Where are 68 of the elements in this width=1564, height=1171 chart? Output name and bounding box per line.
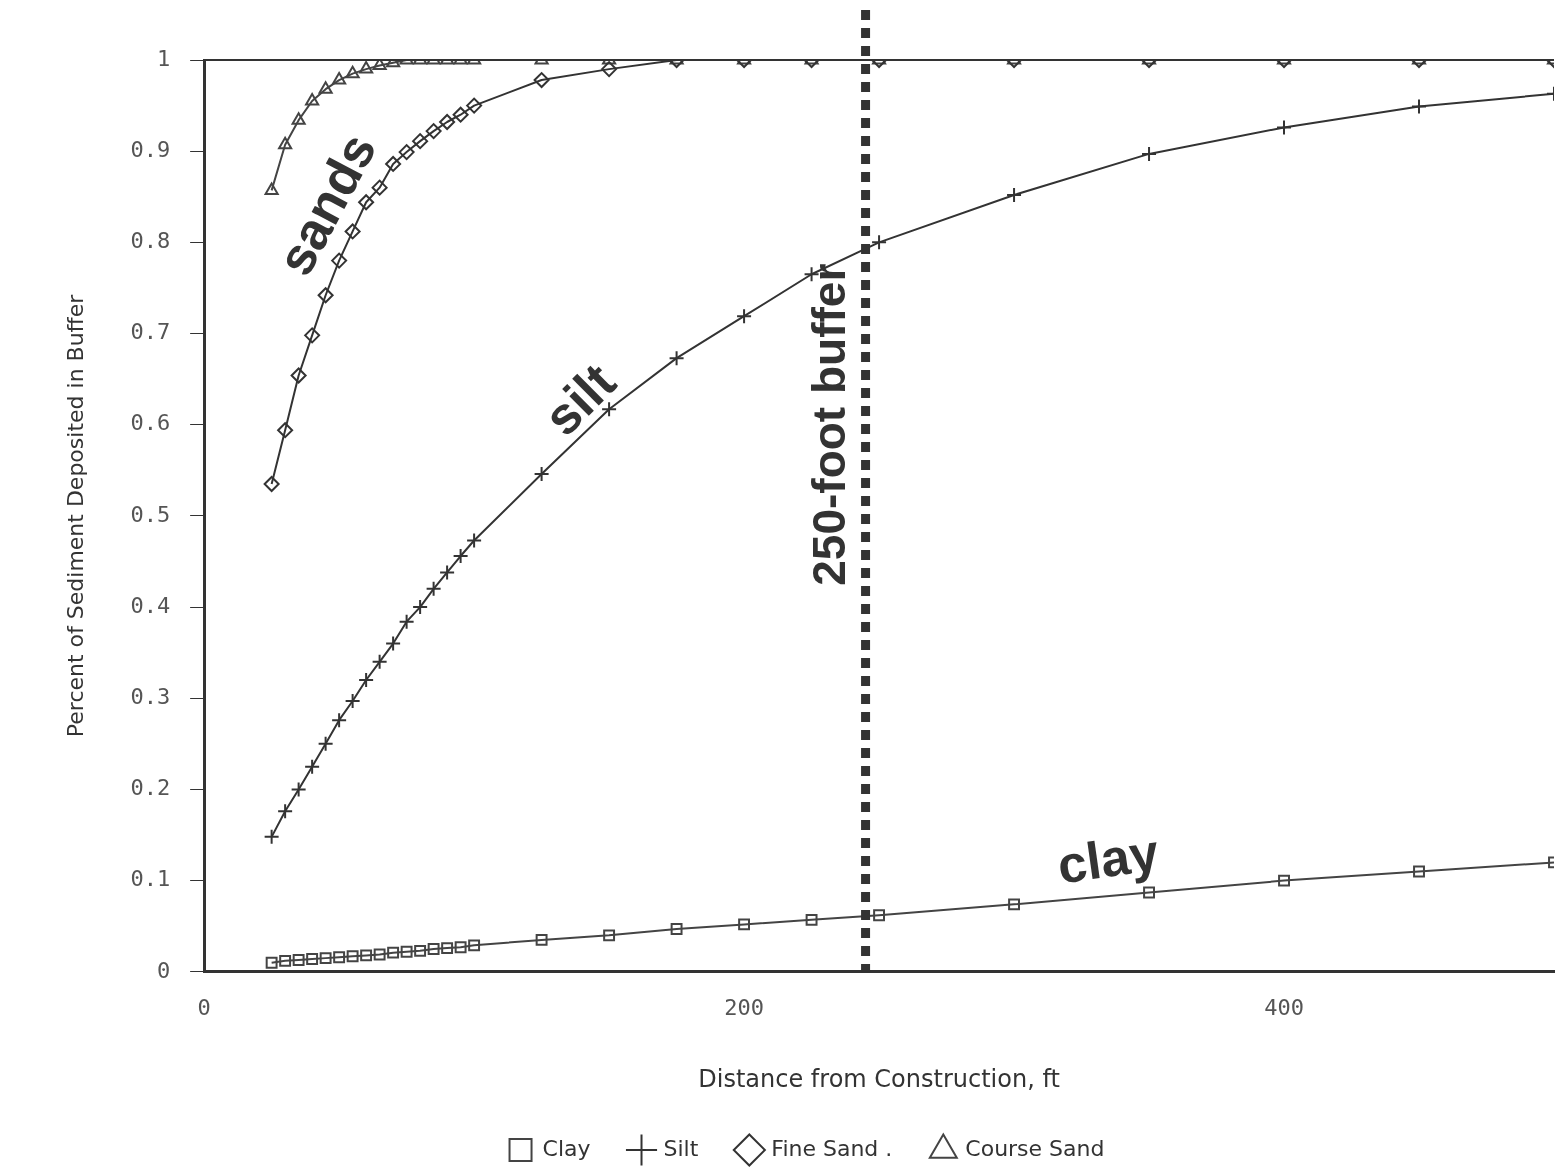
point <box>290 367 307 384</box>
point <box>736 308 753 325</box>
point <box>414 944 427 957</box>
x-axis-title: Distance from Construction, ft <box>698 1064 1060 1093</box>
point <box>373 948 386 961</box>
point <box>535 933 548 946</box>
y-tick-label: 0.9 <box>130 136 171 162</box>
point <box>439 564 456 581</box>
point <box>425 580 442 597</box>
point <box>668 350 685 367</box>
y-tick-label: 0 <box>156 957 171 983</box>
point <box>333 951 346 964</box>
y-tick-label: 0.8 <box>130 228 171 254</box>
x-tick-label: 400 <box>1264 994 1304 1020</box>
point <box>1413 865 1425 878</box>
ref-line-label: 250-foot buffer <box>803 263 856 586</box>
point <box>279 954 292 967</box>
point <box>277 422 294 439</box>
y-tick-label: 0.2 <box>130 775 171 801</box>
y-tick-label: 1 <box>156 45 171 71</box>
point <box>360 949 373 962</box>
y-tick-label: 0.6 <box>130 410 171 436</box>
point <box>805 913 818 926</box>
point <box>466 532 483 549</box>
point <box>400 945 413 958</box>
point <box>603 929 616 942</box>
point <box>468 939 481 952</box>
point <box>441 942 454 955</box>
point <box>1278 874 1290 887</box>
y-tick-label: 0.3 <box>130 683 171 709</box>
point <box>454 941 467 954</box>
point <box>1008 898 1020 911</box>
point <box>670 923 683 935</box>
y-axis-title: Percent of Sediment Deposited in Buffer <box>62 293 88 738</box>
annotation: silt <box>532 352 627 447</box>
point <box>398 613 415 630</box>
point <box>319 952 332 965</box>
point <box>385 635 402 652</box>
legend-label: Fine Sand . <box>771 1135 893 1161</box>
legend-label: Silt <box>663 1135 699 1161</box>
y-tick-label: 0.1 <box>130 866 171 892</box>
point <box>306 953 319 965</box>
point <box>304 327 321 344</box>
point <box>265 956 278 969</box>
y-tick-label: 0.4 <box>130 592 171 618</box>
point <box>290 781 307 798</box>
point <box>387 946 400 959</box>
point <box>304 758 321 775</box>
y-tick-label: 0.5 <box>130 501 171 527</box>
point <box>317 287 334 304</box>
annotation: clay <box>1053 822 1163 895</box>
point <box>331 712 348 729</box>
point <box>292 954 305 966</box>
y-tick-label: 0.7 <box>130 319 171 345</box>
legend-label: Course Sand <box>965 1135 1105 1161</box>
legend-label: Clay <box>542 1135 591 1161</box>
point <box>1143 886 1155 899</box>
point <box>263 475 280 492</box>
x-tick-label: 200 <box>724 994 764 1020</box>
point <box>317 735 334 752</box>
point <box>738 918 751 931</box>
point <box>346 950 359 963</box>
point <box>873 909 886 922</box>
point <box>263 828 280 845</box>
point <box>277 803 294 820</box>
x-tick-label: 0 <box>197 994 211 1020</box>
point <box>371 653 388 670</box>
point <box>427 943 440 955</box>
